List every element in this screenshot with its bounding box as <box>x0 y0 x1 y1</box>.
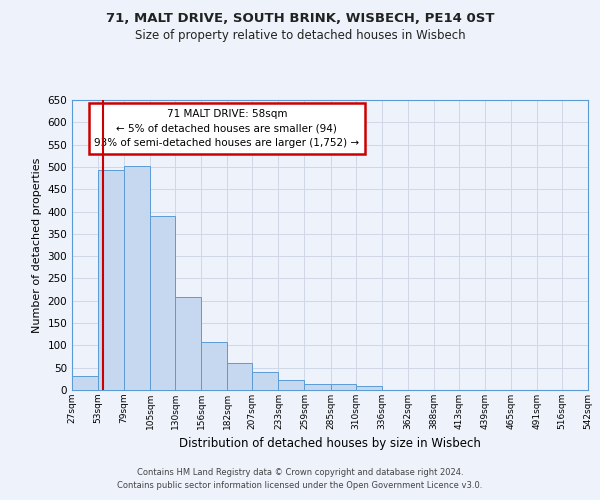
Bar <box>124 166 150 390</box>
Bar <box>72 376 98 390</box>
Bar <box>227 363 253 390</box>
Bar <box>278 380 304 390</box>
Bar <box>201 342 227 390</box>
Bar <box>150 216 175 390</box>
Text: Contains HM Land Registry data © Crown copyright and database right 2024.: Contains HM Land Registry data © Crown c… <box>137 468 463 477</box>
X-axis label: Distribution of detached houses by size in Wisbech: Distribution of detached houses by size … <box>179 438 481 450</box>
Bar <box>356 386 382 390</box>
Y-axis label: Number of detached properties: Number of detached properties <box>32 158 42 332</box>
Text: 71, MALT DRIVE, SOUTH BRINK, WISBECH, PE14 0ST: 71, MALT DRIVE, SOUTH BRINK, WISBECH, PE… <box>106 12 494 26</box>
Text: Size of property relative to detached houses in Wisbech: Size of property relative to detached ho… <box>134 29 466 42</box>
Bar <box>331 384 356 390</box>
Text: Contains public sector information licensed under the Open Government Licence v3: Contains public sector information licen… <box>118 482 482 490</box>
Bar <box>175 297 201 390</box>
Bar <box>304 384 331 390</box>
Text: 71 MALT DRIVE: 58sqm
← 5% of detached houses are smaller (94)
93% of semi-detach: 71 MALT DRIVE: 58sqm ← 5% of detached ho… <box>94 108 359 148</box>
Bar <box>98 170 124 390</box>
Bar <box>253 372 278 390</box>
